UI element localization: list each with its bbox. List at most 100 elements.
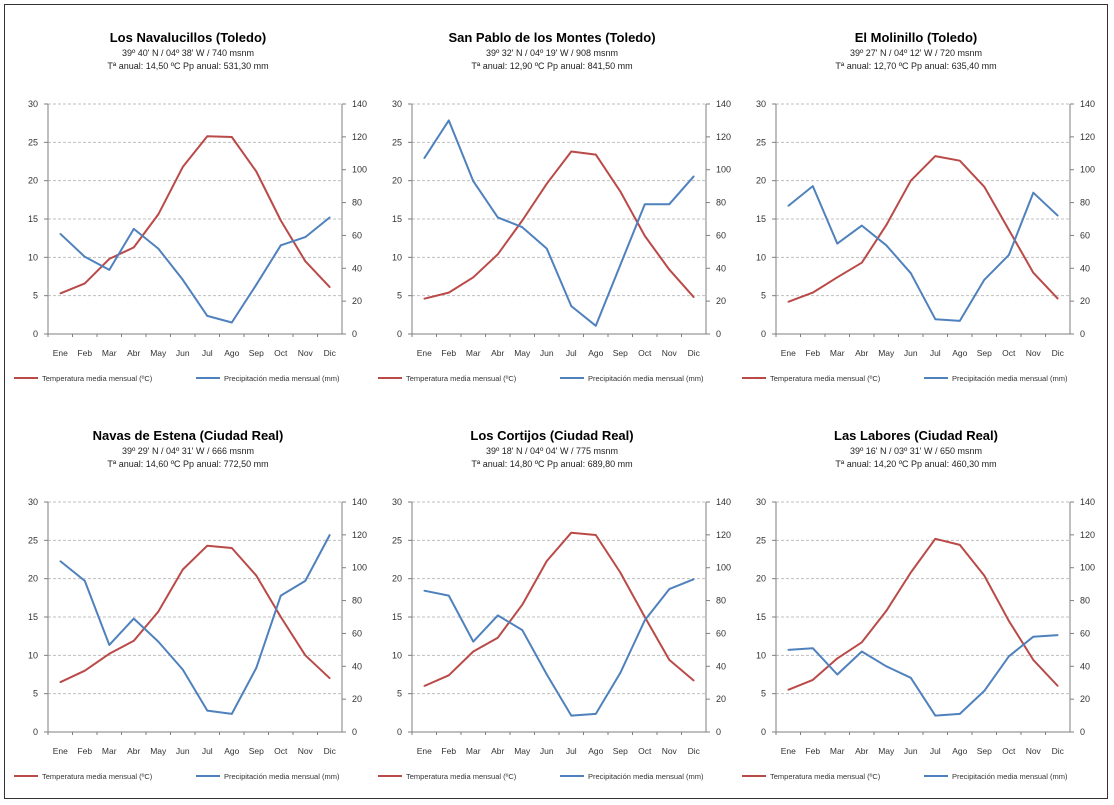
temperature-point-Mar (472, 650, 475, 653)
chart-location: 39º 32' N / 04º 19' W / 908 msnm (486, 48, 618, 58)
temperature-point-Ago (958, 544, 961, 546)
x-tick-label: Jun (540, 348, 554, 358)
y-left-tick-label: 15 (756, 612, 766, 622)
y-left-tick-label: 5 (397, 291, 402, 301)
temperature-point-Ene (423, 297, 426, 300)
x-tick-label: Nov (1026, 746, 1042, 756)
y-left-tick-label: 15 (392, 612, 402, 622)
precipitation-point-Sep (619, 672, 622, 674)
y-right-tick-label: 120 (716, 530, 731, 540)
x-tick-label: Jul (566, 746, 577, 756)
precipitation-point-Mar (472, 640, 475, 643)
temperature-point-Ene (787, 301, 790, 303)
precipitation-point-Oct (643, 203, 646, 206)
precipitation-point-Abr (132, 228, 135, 230)
chart-location: 39º 16' N / 03º 31' W / 650 msnm (850, 446, 982, 456)
temperature-point-Ene (787, 689, 790, 691)
x-tick-label: Oct (274, 746, 288, 756)
x-tick-label: May (514, 746, 531, 756)
legend: Temperatura media mensual (ºC) Precipitac… (742, 772, 1068, 781)
x-tick-label: Ene (53, 348, 68, 358)
temperature-point-May (521, 603, 524, 606)
climate-chart-las-labores: Las Labores (Ciudad Real) 39º 16' N / 03º… (742, 428, 1095, 781)
precipitation-point-Abr (860, 224, 863, 227)
y-right-tick-label: 140 (716, 99, 731, 109)
x-tick-label: Abr (491, 746, 504, 756)
x-tick-label: Abr (127, 746, 140, 756)
chart-location: 39º 40' N / 04º 38' W / 740 msnm (122, 48, 254, 58)
chart-panel-6: Las Labores (Ciudad Real) 39º 16' N / 03º… (736, 412, 1106, 797)
precipitation-point-Jun (909, 272, 912, 275)
precipitation-point-Jun (909, 676, 912, 679)
temperature-point-Ago (230, 547, 233, 549)
temperature-point-Ene (423, 685, 426, 687)
precipitation-point-Oct (643, 619, 646, 622)
chart-annual-stats: Tª anual: 14,50 ºC Pp anual: 531,30 mm (107, 61, 268, 71)
y-left-tick-label: 30 (392, 99, 402, 109)
x-tick-label: Oct (638, 348, 652, 358)
y-right-tick-label: 60 (352, 628, 362, 638)
chart-title: San Pablo de los Montes (Toledo) (448, 30, 655, 45)
temperature-point-Jun (545, 182, 548, 185)
x-tick-label: Sep (613, 348, 628, 358)
precipitation-line (59, 216, 331, 324)
temperature-point-May (885, 224, 888, 226)
y-right-tick-label: 20 (1080, 296, 1090, 306)
y-left-tick-label: 25 (756, 137, 766, 147)
x-tick-label: Ago (588, 746, 603, 756)
precipitation-point-Nov (1032, 191, 1035, 194)
x-tick-label: Oct (274, 348, 288, 358)
chart-title: El Molinillo (Toledo) (855, 30, 978, 45)
x-tick-label: Nov (298, 746, 314, 756)
precipitation-point-Sep (255, 283, 258, 286)
legend-label: Temperatura media mensual (ºC) (406, 374, 517, 383)
y-left-tick-label: 15 (756, 214, 766, 224)
temperature-point-Ene (59, 681, 62, 683)
chart-annual-stats: Tª anual: 12,90 ºC Pp anual: 841,50 mm (471, 61, 632, 71)
temperature-point-Nov (668, 659, 671, 661)
precipitation-point-Feb (811, 185, 814, 187)
precipitation-point-May (157, 640, 160, 643)
precipitation-point-Sep (255, 667, 258, 669)
precipitation-point-Abr (132, 617, 135, 620)
temperature-point-May (157, 610, 160, 613)
temperature-point-May (521, 219, 524, 222)
x-tick-label: Feb (441, 348, 456, 358)
precipitation-point-Sep (983, 690, 986, 692)
precipitation-point-May (885, 665, 888, 668)
x-tick-label: Oct (1002, 348, 1016, 358)
x-tick-label: Mar (466, 348, 481, 358)
climate-chart-san-pablo: San Pablo de los Montes (Toledo) 39º 32' … (378, 30, 731, 383)
chart-annual-stats: Tª anual: 14,60 ºC Pp anual: 772,50 mm (107, 459, 268, 469)
precipitation-point-Dic (1056, 634, 1059, 636)
y-right-tick-label: 140 (352, 497, 367, 507)
y-left-tick-label: 10 (392, 252, 402, 262)
temperature-point-Ene (59, 292, 62, 295)
y-right-tick-label: 40 (716, 263, 726, 273)
temperature-line (59, 544, 331, 684)
precipitation-point-Mar (108, 269, 111, 271)
temperature-point-Nov (1032, 271, 1035, 274)
temperature-point-Nov (304, 654, 307, 657)
temperature-point-Mar (472, 276, 475, 279)
y-right-tick-label: 80 (1080, 596, 1090, 606)
precipitation-point-Jul (934, 318, 937, 321)
y-left-tick-label: 20 (392, 574, 402, 584)
x-tick-label: Feb (77, 348, 92, 358)
x-tick-label: Jul (202, 746, 213, 756)
figure-frame (4, 4, 1108, 799)
x-tick-label: Ene (417, 746, 432, 756)
y-left-tick-label: 30 (28, 99, 38, 109)
precipitation-point-Nov (668, 203, 671, 206)
precipitation-point-Feb (447, 119, 450, 122)
temperature-point-Jun (181, 568, 184, 571)
x-tick-label: Oct (638, 746, 652, 756)
precipitation-point-Jun (545, 673, 548, 676)
x-tick-label: Sep (977, 746, 992, 756)
precipitation-point-Nov (304, 236, 307, 238)
precipitation-point-Nov (1032, 635, 1035, 638)
y-right-tick-label: 120 (1080, 132, 1095, 142)
chart-panel-4: Navas de Estena (Ciudad Real) 39º 29' N /… (8, 412, 368, 797)
y-right-tick-label: 0 (1080, 727, 1085, 737)
temperature-point-Jun (181, 166, 184, 168)
